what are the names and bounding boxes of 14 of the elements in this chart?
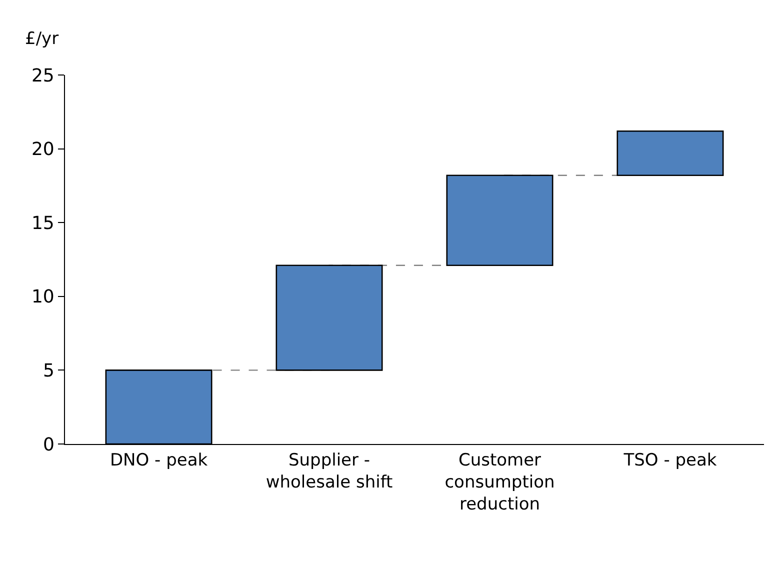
y-tick-label: 5 [42, 360, 54, 382]
y-tick-label: 10 [31, 286, 54, 308]
x-tick-label: TSO - peak [622, 450, 717, 470]
bar [616, 130, 724, 176]
bar [276, 264, 383, 371]
y-tick-label: 0 [42, 434, 54, 456]
y-axis-title: £/yr [25, 29, 59, 49]
bar [446, 174, 554, 266]
y-tick-label: 20 [31, 139, 54, 160]
y-tick-label: 25 [31, 65, 54, 86]
x-tick-label: Supplier - wholesale shift [266, 450, 394, 492]
x-tick-label: Customer consumption reduction [444, 450, 555, 515]
y-tick-label: 15 [31, 212, 54, 234]
x-tick-label: DNO - peak [110, 450, 208, 470]
